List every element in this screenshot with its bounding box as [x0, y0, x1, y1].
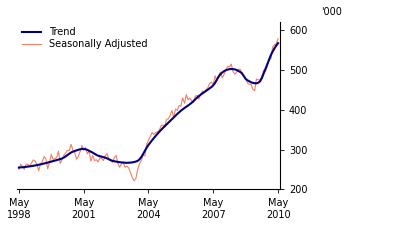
Trend: [18, 166, 23, 169]
Seasonally Adjusted: [29, 162, 34, 164]
Seasonally Adjusted: [18, 163, 23, 165]
Trend: [220, 71, 225, 74]
Seasonally Adjusted: [17, 168, 21, 171]
Trend: [166, 121, 171, 124]
Seasonally Adjusted: [260, 75, 264, 78]
Seasonally Adjusted: [168, 114, 172, 117]
Trend: [17, 166, 21, 169]
Seasonally Adjusted: [132, 179, 137, 182]
Line: Seasonally Adjusted: Seasonally Adjusted: [19, 39, 278, 181]
Seasonally Adjusted: [222, 73, 226, 76]
Line: Trend: Trend: [19, 43, 278, 168]
Seasonally Adjusted: [214, 79, 219, 82]
Text: '000: '000: [322, 7, 343, 17]
Trend: [258, 80, 262, 83]
Trend: [276, 42, 280, 44]
Seasonally Adjusted: [276, 37, 280, 40]
Trend: [213, 81, 218, 84]
Trend: [29, 165, 34, 168]
Legend: Trend, Seasonally Adjusted: Trend, Seasonally Adjusted: [20, 25, 150, 51]
